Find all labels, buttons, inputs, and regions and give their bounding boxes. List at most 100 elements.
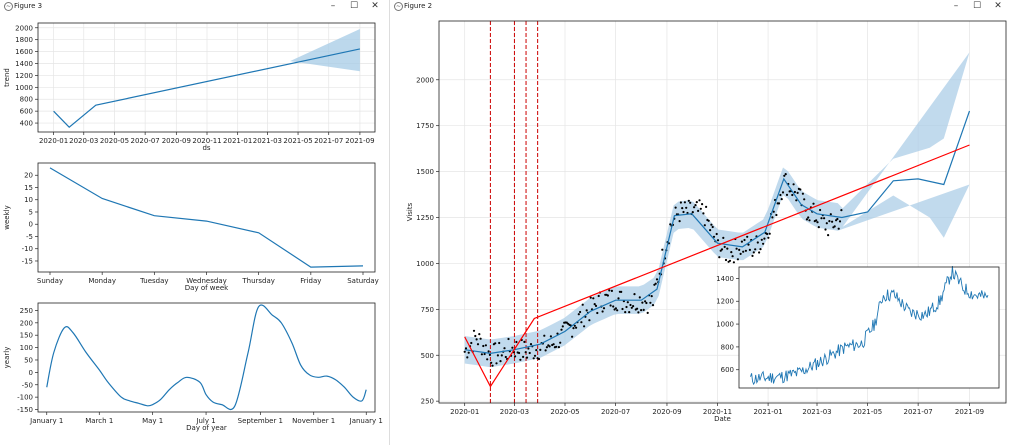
data-point [840, 209, 843, 212]
data-point [833, 225, 836, 228]
x-tick-label: 2020-01 [450, 408, 479, 416]
data-point [466, 356, 469, 359]
close-button[interactable]: ✕ [994, 1, 1002, 11]
data-point [791, 193, 794, 197]
x-tick-label: 2021-03 [802, 408, 831, 416]
axes-frame [37, 22, 376, 133]
data-point [527, 347, 530, 350]
data-point [744, 249, 747, 252]
data-point [511, 346, 514, 349]
data-point [710, 223, 713, 226]
data-point [575, 326, 578, 329]
data-point [726, 247, 729, 250]
data-point [528, 351, 531, 355]
data-point [555, 345, 558, 348]
close-button[interactable]: ✕ [371, 1, 379, 11]
data-point [819, 208, 822, 212]
data-point [581, 303, 584, 306]
x-tick-label: November 1 [292, 417, 335, 425]
data-point [720, 248, 724, 251]
data-point [641, 301, 644, 304]
x-tick-label: March 1 [85, 417, 113, 425]
data-point [571, 335, 574, 338]
data-point [478, 333, 481, 336]
data-point [756, 241, 759, 244]
data-point [715, 232, 718, 236]
y-tick-label: 400 [20, 120, 33, 128]
data-point [686, 211, 689, 215]
data-point [552, 343, 555, 346]
y-tick-label: 1250 [416, 214, 434, 222]
minimize-button[interactable]: – [330, 1, 336, 11]
data-point [679, 201, 682, 204]
data-point [803, 198, 806, 201]
x-tick-label: May 1 [142, 417, 163, 425]
x-axis-label: ds [202, 144, 210, 152]
data-point [807, 216, 810, 219]
data-point [687, 199, 690, 202]
data-point [537, 357, 541, 361]
trend-plot: 400 600 800 1000 1200 1400 1600 1800 2000 2020-01… [3, 22, 376, 152]
data-point [698, 199, 701, 202]
data-point [579, 310, 582, 314]
data-point [606, 294, 609, 297]
data-point [705, 205, 708, 208]
data-point [703, 224, 706, 227]
y-tick-label: 1200 [15, 72, 33, 80]
data-point [805, 218, 808, 221]
data-point [642, 308, 645, 311]
data-point [724, 258, 728, 262]
x-tick-label: 2020-05 [550, 408, 579, 416]
data-point [596, 311, 599, 315]
y-tick-label: -10 [22, 245, 33, 253]
data-point [483, 352, 486, 356]
x-tick-label: 2021-07 [904, 408, 933, 416]
data-point [712, 235, 716, 238]
data-point [486, 358, 489, 361]
figure-2-window: ~ Figure 2 – ☐ ✕ 250 500 750 1000 1250 1500 17… [389, 0, 1024, 445]
data-point [491, 364, 494, 367]
x-tick-label: Tuesday [139, 277, 168, 285]
data-point [740, 240, 743, 243]
data-point [746, 235, 749, 238]
x-tick-label: 2021-07 [314, 137, 343, 145]
maximize-button[interactable]: ☐ [972, 1, 982, 11]
data-point [621, 307, 624, 311]
figure-2-canvas: 250 500 750 1000 1250 1500 1750 2000 2020-01 2020… [406, 20, 1007, 423]
data-point [628, 311, 631, 314]
x-tick-label: January 1 [29, 417, 63, 425]
data-point [522, 355, 525, 358]
data-point [572, 327, 575, 330]
y-tick-label: 1200 [716, 298, 734, 306]
data-point [545, 346, 548, 349]
data-point [500, 354, 503, 357]
data-point [617, 297, 620, 300]
data-point [472, 329, 476, 332]
x-tick-label: 2020-09 [162, 137, 191, 145]
x-tick-label: Thursday [241, 277, 275, 285]
y-tick-label: 250 [421, 398, 434, 406]
data-point [683, 201, 686, 204]
data-point [763, 237, 766, 240]
data-point [594, 304, 598, 307]
maximize-button[interactable]: ☐ [349, 1, 359, 11]
data-point [589, 296, 592, 299]
data-point [723, 245, 726, 248]
data-point [620, 290, 623, 293]
data-point [593, 303, 596, 306]
data-point [523, 340, 526, 343]
data-point [693, 206, 696, 209]
data-point [731, 255, 734, 258]
data-point [784, 173, 787, 176]
minimize-button[interactable]: – [953, 1, 959, 11]
data-point [632, 305, 635, 308]
x-tick-label: Monday [88, 277, 116, 285]
data-point [711, 225, 714, 229]
data-point [655, 278, 659, 281]
x-tick-label: 2020-05 [100, 137, 129, 145]
x-tick-label: 2021-09 [345, 137, 374, 145]
data-point [766, 232, 769, 236]
data-point [771, 216, 774, 219]
weekly-line [49, 167, 364, 268]
yearly-line [46, 304, 367, 411]
